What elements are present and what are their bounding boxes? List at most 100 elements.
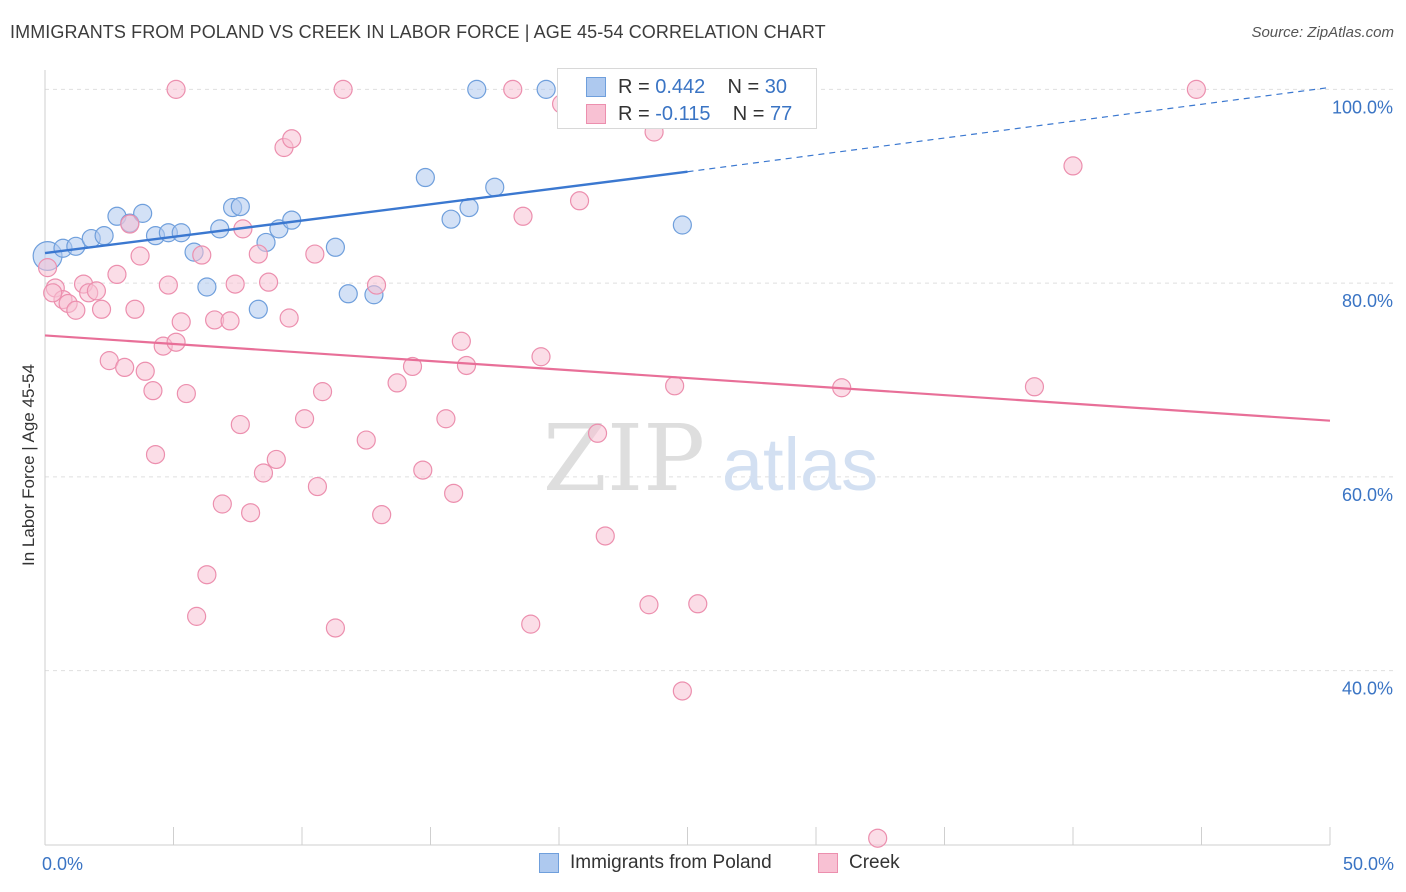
y-tick-label: 80.0% <box>1342 291 1393 311</box>
y-tick-label: 60.0% <box>1342 485 1393 505</box>
creek-point <box>115 357 135 378</box>
creek-point <box>456 355 477 376</box>
poland-point <box>536 79 556 99</box>
creek-point <box>587 423 608 443</box>
legend-swatch-creek <box>586 104 606 124</box>
creek-point <box>225 274 245 294</box>
creek-point <box>266 449 286 470</box>
poland-point <box>94 226 114 246</box>
series-legend-swatch-creek <box>818 853 838 873</box>
creek-point <box>120 214 140 234</box>
legend-r-value: -0.115 <box>655 103 711 125</box>
creek-point <box>176 383 196 404</box>
poland-point <box>467 79 487 99</box>
creek-point <box>503 79 523 99</box>
creek-point <box>305 244 325 264</box>
stats-legend: R = 0.442 N = 30 R = -0.115 N = 77 <box>557 68 817 129</box>
creek-point <box>1186 79 1206 99</box>
creek-point <box>192 245 212 265</box>
creek-point <box>125 299 145 319</box>
poland-point <box>672 215 692 235</box>
poland-point <box>133 203 153 223</box>
creek-trend-line <box>44 334 1331 422</box>
creek-point <box>531 347 551 367</box>
creek-point <box>294 409 315 429</box>
poland-point <box>325 237 346 257</box>
creek-point <box>387 373 407 393</box>
creek-point <box>166 332 186 352</box>
creek-point <box>230 414 250 435</box>
creek-point <box>37 258 58 278</box>
legend-n-value: 77 <box>769 103 793 125</box>
creek-point <box>312 382 333 402</box>
creek-point <box>241 503 261 523</box>
creek-point <box>86 281 107 301</box>
y-tick-label: 40.0% <box>1342 679 1393 699</box>
creek-point <box>356 430 376 450</box>
x-tick-label: 0.0% <box>42 854 83 874</box>
creek-point <box>372 505 392 525</box>
creek-point <box>413 460 433 480</box>
watermark-atlas: atlas <box>722 423 878 506</box>
creek-point <box>258 272 279 292</box>
creek-point <box>248 244 268 264</box>
creek-point <box>333 79 353 99</box>
poland-point <box>230 196 250 217</box>
creek-point <box>569 191 590 211</box>
creek-point <box>187 606 207 626</box>
series-legend-label-poland: Immigrants from Poland <box>570 852 772 873</box>
creek-point <box>107 264 127 285</box>
creek-point <box>1024 377 1045 397</box>
legend-r-label: R = <box>618 76 650 98</box>
creek-point <box>307 476 328 497</box>
creek-point <box>171 312 191 332</box>
series-legend-label-creek: Creek <box>849 852 900 873</box>
creek-point <box>135 361 155 381</box>
creek-point <box>220 311 240 331</box>
legend-swatch-poland <box>586 77 606 97</box>
source-credit: Source: ZipAtlas.com <box>1251 24 1394 41</box>
creek-point <box>166 79 186 99</box>
creek-point <box>672 681 692 701</box>
creek-point <box>253 463 274 483</box>
creek-point <box>513 206 533 226</box>
creek-point <box>279 308 299 328</box>
creek-point <box>595 526 615 546</box>
creek-point <box>66 300 86 320</box>
legend-n-label: N = <box>727 76 760 98</box>
creek-point <box>158 275 178 295</box>
poland-point <box>338 284 358 304</box>
creek-point <box>521 614 541 634</box>
poland-point <box>210 219 230 239</box>
creek-point <box>197 565 217 585</box>
creek-point <box>444 483 464 503</box>
creek-point <box>451 331 471 351</box>
legend-r-label: R = <box>618 103 650 125</box>
series-legend: Immigrants from Poland Creek <box>0 852 1406 876</box>
creek-point <box>91 299 112 319</box>
y-tick-label: 100.0% <box>1332 97 1393 117</box>
legend-r-value: 0.442 <box>655 76 706 98</box>
poland-point <box>415 167 435 188</box>
watermark-zip: ZIP <box>543 405 705 512</box>
poland-point <box>441 209 461 229</box>
creek-point <box>282 129 302 149</box>
creek-point <box>212 494 232 514</box>
poland-trend-extension <box>687 86 1331 173</box>
creek-point <box>145 444 166 465</box>
creek-point <box>665 376 685 396</box>
series-legend-swatch-poland <box>539 853 559 873</box>
creek-point <box>43 283 63 303</box>
legend-n-value: 30 <box>764 76 788 98</box>
poland-point <box>248 299 268 319</box>
poland-point <box>171 223 191 243</box>
creek-point <box>1063 156 1083 176</box>
legend-n-label: N = <box>732 103 765 125</box>
poland-trend-line <box>44 170 688 255</box>
x-tick-label: 50.0% <box>1343 854 1394 874</box>
creek-point <box>366 275 387 295</box>
creek-point <box>688 594 708 614</box>
poland-point <box>197 277 217 297</box>
creek-point <box>143 381 163 401</box>
